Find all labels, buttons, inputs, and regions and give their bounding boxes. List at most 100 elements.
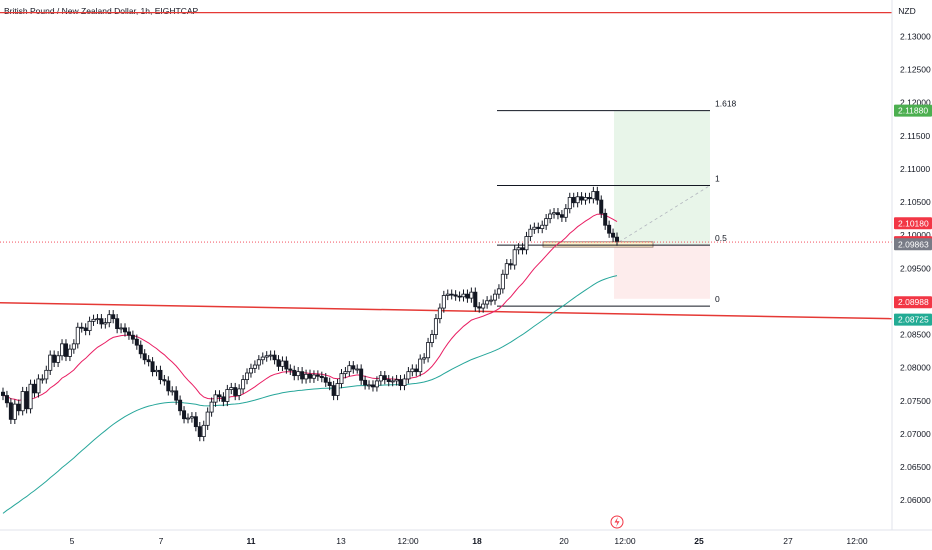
profit-zone[interactable]	[614, 110, 710, 245]
candle-body	[24, 391, 29, 410]
candle-body	[292, 369, 297, 377]
candle-body	[355, 368, 360, 371]
price-tag-label: 2.09863	[898, 239, 929, 249]
candle-body	[123, 327, 128, 333]
candle-body	[367, 384, 372, 387]
candle-body	[40, 378, 45, 381]
candle-body	[394, 379, 399, 382]
x-tick-label: 12:00	[846, 536, 868, 546]
x-tick-label: 11	[247, 536, 256, 546]
candle-body	[335, 383, 340, 396]
candle-body	[107, 314, 112, 324]
candle-body	[540, 224, 545, 229]
candle-body	[465, 293, 470, 299]
x-tick-label: 12:00	[614, 536, 636, 546]
candle-body	[252, 364, 257, 369]
candle-body	[170, 390, 175, 393]
candle-body	[461, 293, 466, 298]
candle-body	[430, 334, 435, 343]
currency-label: NZD	[898, 6, 915, 16]
candle-body	[8, 402, 13, 420]
candle-body	[489, 299, 494, 302]
candle-body	[130, 334, 135, 340]
candle-body	[158, 369, 163, 381]
candle-body	[453, 294, 458, 297]
candle-body	[327, 381, 332, 386]
candle-body	[611, 232, 616, 238]
candle-body	[398, 379, 403, 386]
fib-level-label: 0.5	[715, 233, 727, 243]
candle-body	[595, 191, 600, 201]
candle-body	[575, 196, 580, 204]
candles	[0, 186, 620, 442]
candle-body	[225, 389, 230, 402]
candle-body	[591, 191, 596, 200]
fib-level-label: 1	[715, 174, 720, 184]
candle-body	[524, 236, 529, 251]
candle-body	[363, 379, 368, 386]
candle-body	[83, 327, 88, 331]
candle-body	[422, 357, 427, 360]
candle-body	[615, 236, 620, 242]
candle-body	[36, 378, 41, 394]
candle-body	[374, 380, 379, 388]
candle-body	[79, 326, 84, 329]
candle-body	[508, 263, 513, 266]
candle-body	[28, 383, 33, 410]
candle-body	[213, 394, 218, 403]
candle-body	[410, 368, 415, 373]
candle-body	[201, 424, 206, 437]
candle-body	[583, 197, 588, 201]
candle-body	[351, 365, 356, 370]
candle-body	[599, 199, 604, 214]
x-tick-label: 20	[559, 536, 569, 546]
candle-body	[205, 411, 210, 426]
candle-body	[563, 208, 568, 218]
candle-body	[134, 338, 139, 346]
moving-averages	[2, 213, 618, 514]
candle-body	[63, 343, 68, 357]
candle-body	[150, 361, 155, 373]
price-tag	[894, 296, 932, 309]
candle-body	[296, 371, 301, 377]
candle-body	[587, 197, 592, 200]
candle-body	[268, 354, 273, 357]
candle-body	[496, 288, 501, 295]
candle-body	[343, 371, 348, 375]
candle-body	[473, 291, 478, 308]
candle-body	[248, 367, 253, 374]
y-tick-label: 2.06500	[900, 462, 931, 472]
candle-body	[370, 384, 375, 388]
candle-body	[504, 263, 509, 275]
candle-body	[233, 387, 238, 396]
candle-body	[237, 388, 242, 396]
candle-body	[44, 369, 49, 380]
y-tick-label: 2.07000	[900, 429, 931, 439]
candle-body	[571, 197, 576, 204]
candle-body	[95, 318, 100, 321]
position-zones	[542, 110, 711, 299]
candle-body	[304, 373, 309, 380]
candle-body	[87, 320, 92, 331]
price-tag-label: 2.10180	[898, 218, 929, 228]
candle-body	[280, 360, 285, 367]
events-icon[interactable]	[610, 515, 624, 529]
candle-body	[16, 403, 21, 412]
trend-line[interactable]	[0, 302, 893, 320]
candle-body	[103, 322, 108, 325]
candle-body	[182, 410, 187, 420]
candle-body	[359, 368, 364, 381]
candle-body	[552, 212, 557, 215]
fib-level-label: 1.618	[715, 99, 737, 109]
candle-body	[99, 318, 104, 325]
loss-zone[interactable]	[614, 244, 710, 299]
candle-body	[174, 390, 179, 401]
x-tick-label: 7	[159, 536, 164, 546]
candle-body	[319, 375, 324, 379]
ema-slow-line[interactable]	[2, 275, 618, 514]
candle-body	[437, 307, 442, 320]
candle-body	[323, 377, 328, 383]
candle-body	[12, 403, 17, 420]
y-tick-label: 2.07500	[900, 396, 931, 406]
